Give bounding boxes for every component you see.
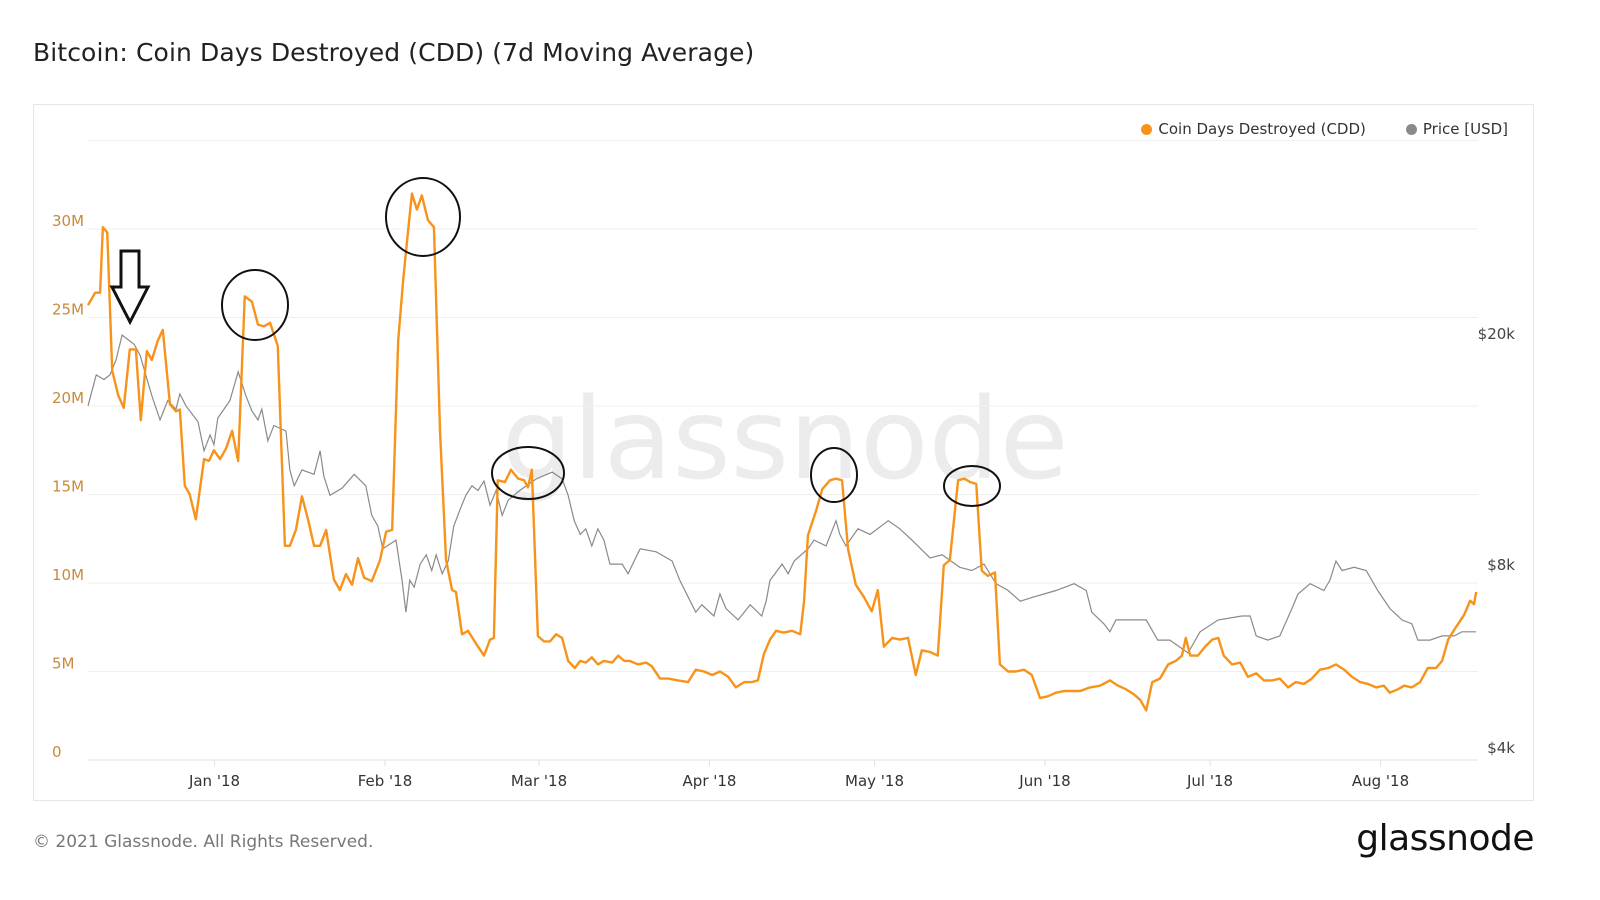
highlight-circle <box>943 465 1001 507</box>
legend-item-price[interactable]: Price [USD] <box>1405 120 1508 138</box>
legend: Coin Days Destroyed (CDD) Price [USD] <box>1141 120 1508 138</box>
price-line <box>87 333 1477 654</box>
y-right-tick-label: $20k <box>1478 325 1516 343</box>
x-tick-label: Jul '18 <box>1186 772 1233 790</box>
y-right-tick-label: $8k <box>1487 556 1515 574</box>
x-axis-labels: Jan '18 Feb '18 Mar '18 Apr '18 May '18 Jun '… <box>188 760 1409 790</box>
highlight-circle <box>810 447 858 503</box>
highlight-circle <box>221 269 289 341</box>
y-left-tick-label: 30M <box>52 212 84 230</box>
glassnode-logo: glassnode <box>1356 818 1534 859</box>
arrow-down-icon <box>109 249 151 326</box>
x-tick-label: Apr '18 <box>683 772 737 790</box>
x-tick-label: Feb '18 <box>358 772 413 790</box>
x-tick-label: May '18 <box>845 772 904 790</box>
cdd-dot-icon <box>1141 123 1153 135</box>
x-tick-label: Jun '18 <box>1018 772 1070 790</box>
x-tick-label: Aug '18 <box>1352 772 1409 790</box>
right-axis-labels: $4k $8k $20k <box>1478 325 1516 757</box>
price-dot-icon <box>1405 123 1417 135</box>
annotations <box>109 177 1001 507</box>
x-tick-label: Jan '18 <box>188 772 240 790</box>
chart-title: Bitcoin: Coin Days Destroyed (CDD) (7d M… <box>33 38 755 67</box>
y-left-tick-label: 10M <box>52 566 84 584</box>
y-left-tick-label: 15M <box>52 478 84 496</box>
x-tick-label: Mar '18 <box>511 772 567 790</box>
gridlines <box>88 140 1478 761</box>
highlight-circle <box>491 446 565 500</box>
highlight-circle <box>385 177 461 257</box>
y-left-tick-label: 5M <box>52 655 75 673</box>
y-left-tick-label: 0 <box>52 743 62 761</box>
legend-label: Coin Days Destroyed (CDD) <box>1158 120 1366 138</box>
y-left-tick-label: 25M <box>52 301 84 319</box>
y-left-tick-label: 20M <box>52 389 84 407</box>
watermark: glassnode <box>501 375 1068 505</box>
chart-frame <box>33 104 1534 801</box>
copyright: © 2021 Glassnode. All Rights Reserved. <box>33 832 374 852</box>
legend-label: Price [USD] <box>1422 120 1508 138</box>
series-lines <box>86 192 1478 712</box>
cdd-line <box>86 192 1478 712</box>
left-axis-labels: 0 5M 10M 15M 20M 25M 30M <box>52 212 84 761</box>
y-right-tick-label: $4k <box>1487 739 1515 757</box>
legend-item-cdd[interactable]: Coin Days Destroyed (CDD) <box>1141 120 1366 138</box>
